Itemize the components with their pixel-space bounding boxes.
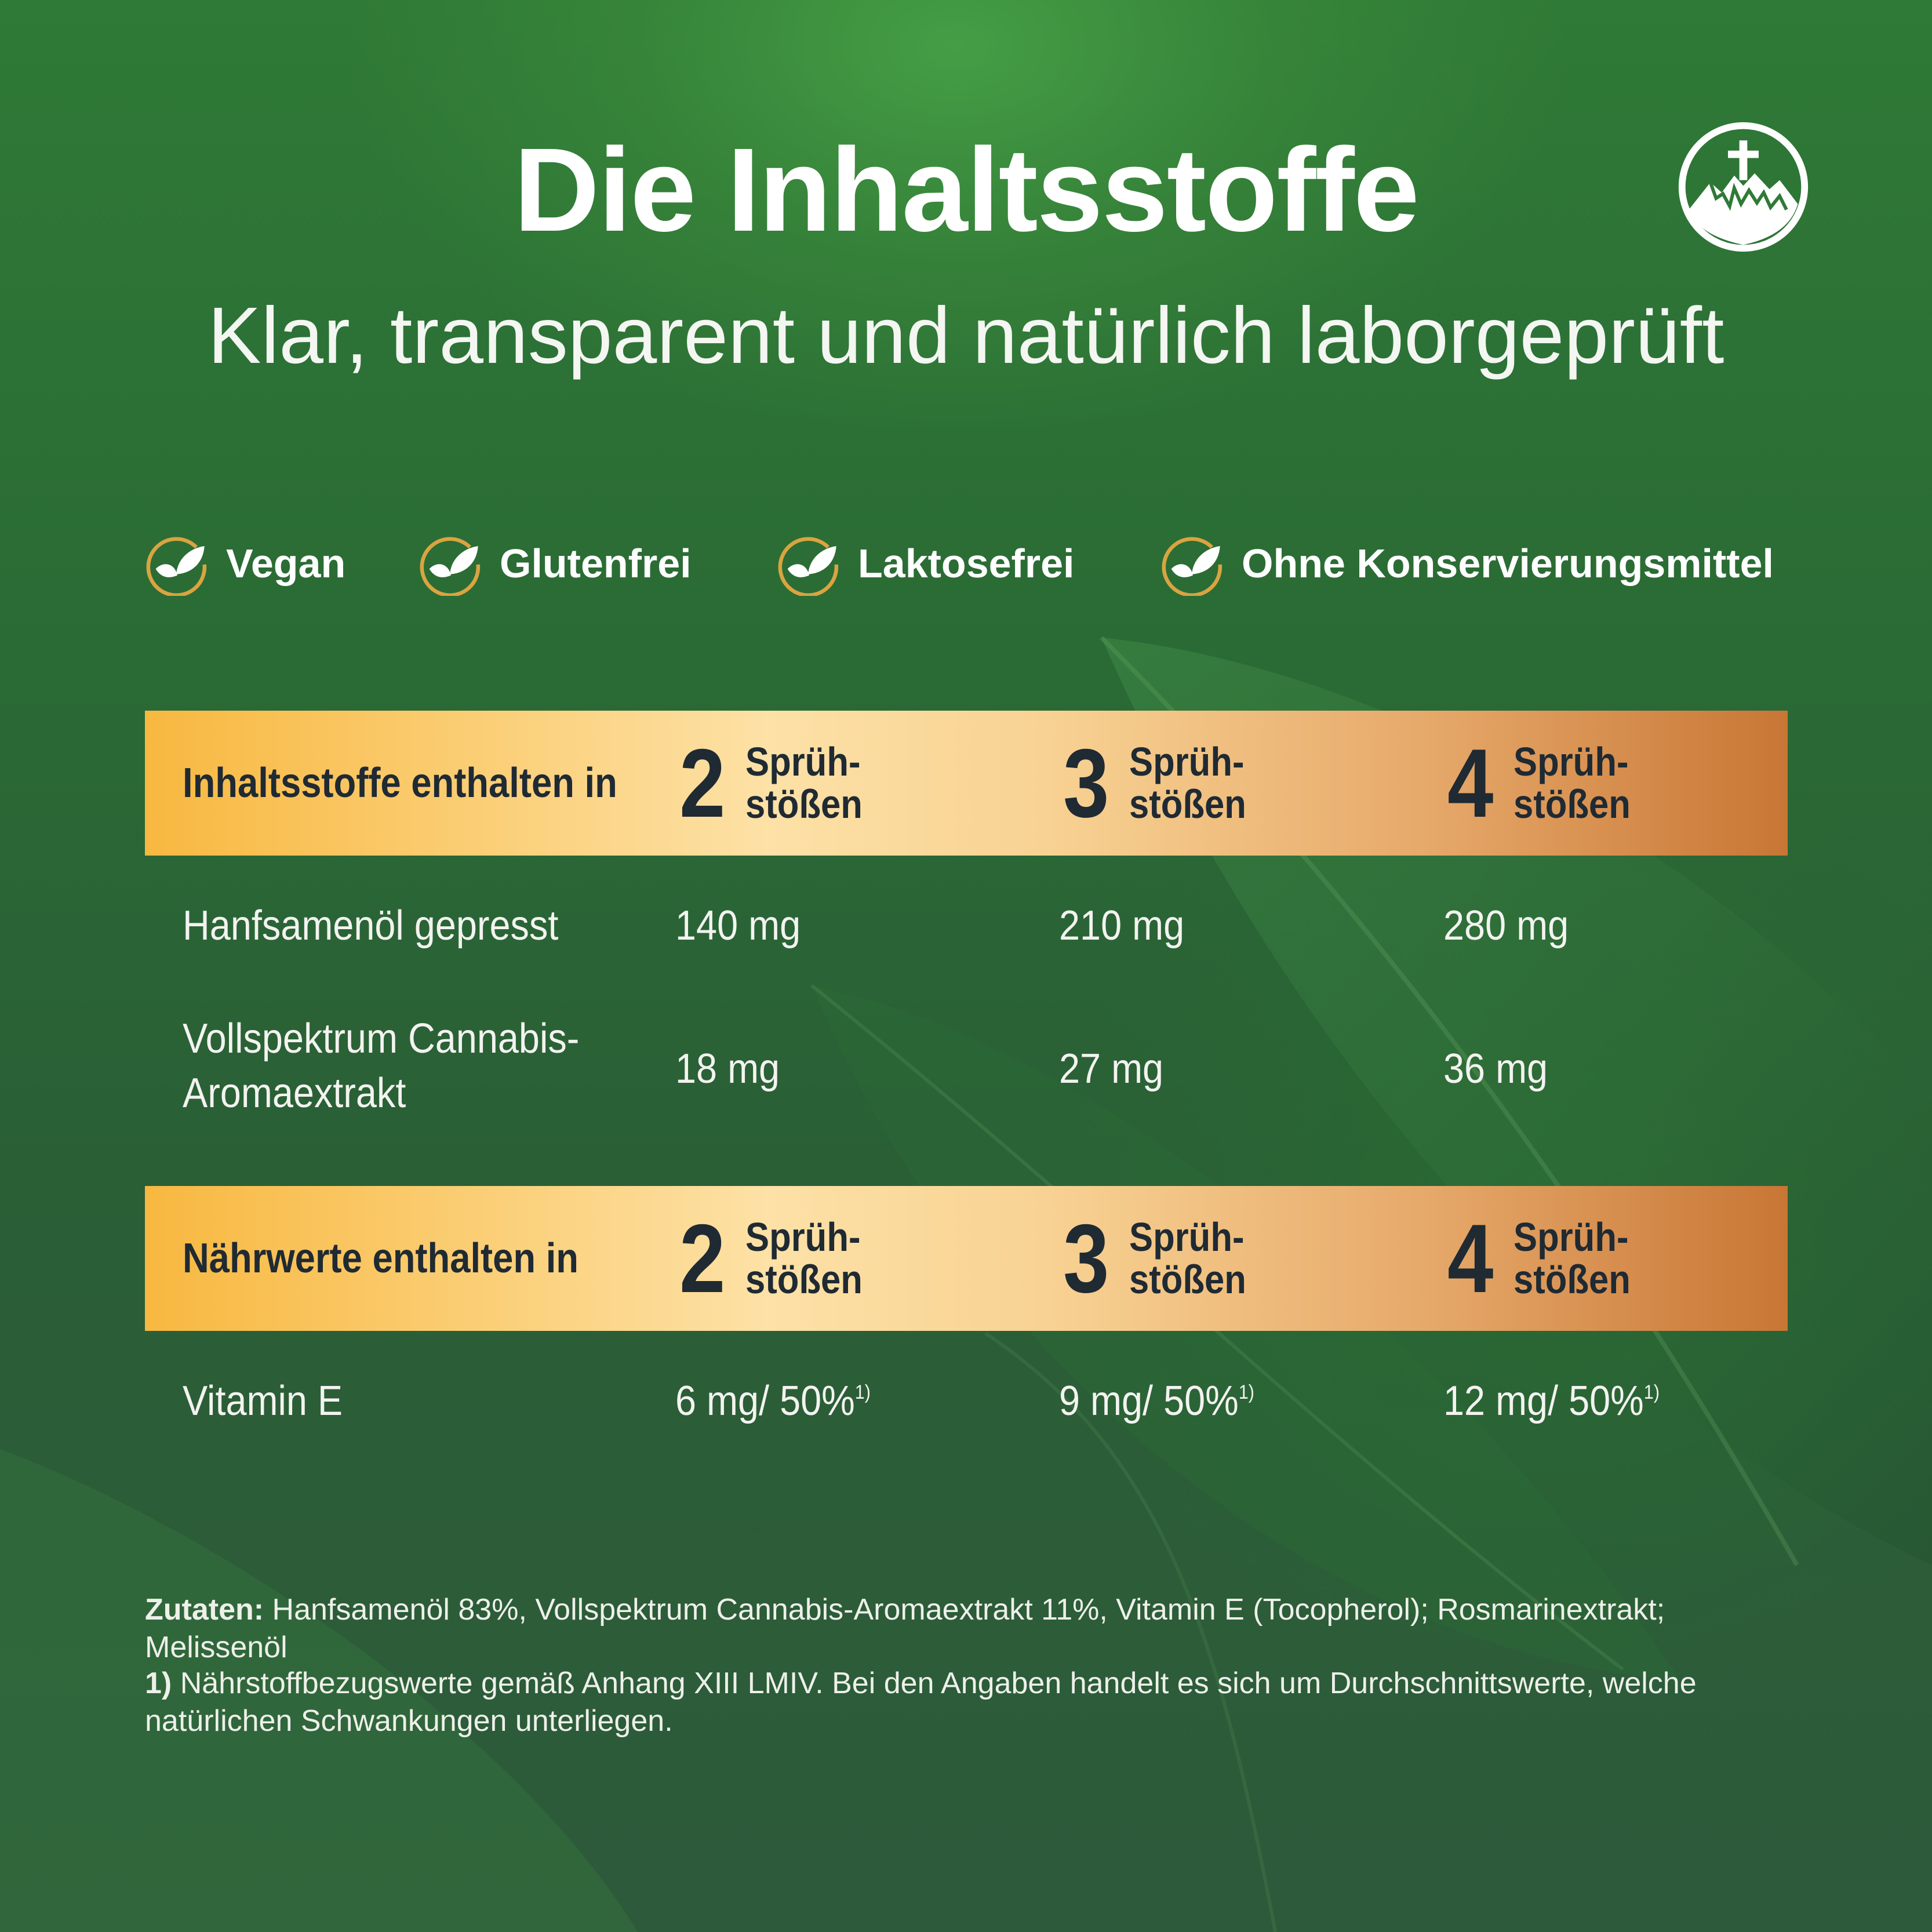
badge-label: Glutenfrei [500, 541, 692, 586]
spray-count: 2 [679, 1204, 726, 1313]
leaf-check-icon [778, 537, 839, 596]
row-value: 140 mg [675, 903, 801, 949]
leaf-check-icon [146, 537, 207, 596]
page-subtitle: Klar, transparent und natürlich laborgep… [208, 291, 1724, 380]
row-value: 280 mg [1443, 903, 1569, 949]
spray-word: Sprüh-stößen [1513, 1214, 1631, 1302]
badge-ohne-konservierungsmittel: Ohne Konservierungsmittel [1160, 529, 1774, 598]
leaf-check-icon [420, 537, 481, 596]
ingredients-note: Zutaten: Hanfsamenöl 83%, Vollspektrum C… [145, 1591, 1788, 1667]
spray-count: 4 [1447, 1204, 1494, 1313]
footnote-marker: 1) [1643, 1381, 1660, 1403]
spray-word: Sprüh-stößen [1129, 1214, 1247, 1302]
row-value: 6 mg/ 50%1) [675, 1378, 871, 1424]
page-title: Die Inhaltsstoffe [514, 123, 1420, 256]
header-col-3: 3 Sprüh-stößen [1059, 1186, 1262, 1331]
row-value: 210 mg [1059, 903, 1185, 949]
header-col-4: 4 Sprüh-stößen [1443, 711, 1647, 856]
row-value: 27 mg [1059, 1046, 1164, 1092]
badge-vegan: Vegan [145, 529, 345, 598]
header-col-2: 2 Sprüh-stößen [675, 711, 879, 856]
spray-count: 3 [1063, 1204, 1109, 1313]
spray-word: Sprüh-stößen [1129, 738, 1247, 827]
ingredients-table-header: Inhaltsstoffe enthalten in 2 Sprüh-stöße… [145, 711, 1788, 856]
badge-label: Vegan [226, 541, 346, 586]
footnote-text: Nährstoffbezugswerte gemäß Anhang XIII L… [145, 1667, 1697, 1738]
header-title: Nährwerte enthalten in [183, 1235, 579, 1282]
footnote-marker: 1) [1238, 1381, 1254, 1403]
badge-label: Ohne Konservierungsmittel [1242, 541, 1774, 586]
badge-laktosefrei: Laktosefrei [777, 529, 1074, 598]
ingredients-text: Hanfsamenöl 83%, Vollspektrum Cannabis-A… [145, 1593, 1665, 1664]
header-col-4: 4 Sprüh-stößen [1443, 1186, 1647, 1331]
leaf-check-icon [1162, 537, 1222, 596]
row-value: 36 mg [1443, 1046, 1548, 1092]
footnote-label: 1) [145, 1667, 172, 1700]
row-value: 12 mg/ 50%1) [1443, 1378, 1660, 1424]
row-name: Vitamin E [183, 1378, 343, 1424]
spray-word: Sprüh-stößen [745, 1214, 863, 1302]
spray-count: 2 [679, 729, 726, 838]
spray-word: Sprüh-stößen [1513, 738, 1631, 827]
mountain-cross-icon [1678, 122, 1809, 252]
row-name: Vollspektrum Cannabis- Aromaextrakt [183, 1016, 580, 1116]
spray-count: 3 [1063, 729, 1109, 838]
row-name: Hanfsamenöl gepresst [183, 903, 559, 949]
footnote-marker: 1) [854, 1381, 871, 1403]
nutrition-table-header: Nährwerte enthalten in 2 Sprüh-stößen 3 … [145, 1186, 1788, 1331]
row-value: 18 mg [675, 1046, 780, 1092]
footnote: 1) Nährstoffbezugswerte gemäß Anhang XII… [145, 1665, 1788, 1740]
row-value: 9 mg/ 50%1) [1059, 1378, 1254, 1424]
header-title: Inhaltsstoffe enthalten in [183, 760, 617, 806]
badge-label: Laktosefrei [858, 541, 1075, 586]
header-col-2: 2 Sprüh-stößen [675, 1186, 879, 1331]
badge-glutenfrei: Glutenfrei [419, 529, 692, 598]
ingredients-label: Zutaten: [145, 1593, 264, 1627]
spray-word: Sprüh-stößen [745, 738, 863, 827]
header-col-3: 3 Sprüh-stößen [1059, 711, 1262, 856]
spray-count: 4 [1447, 729, 1494, 838]
